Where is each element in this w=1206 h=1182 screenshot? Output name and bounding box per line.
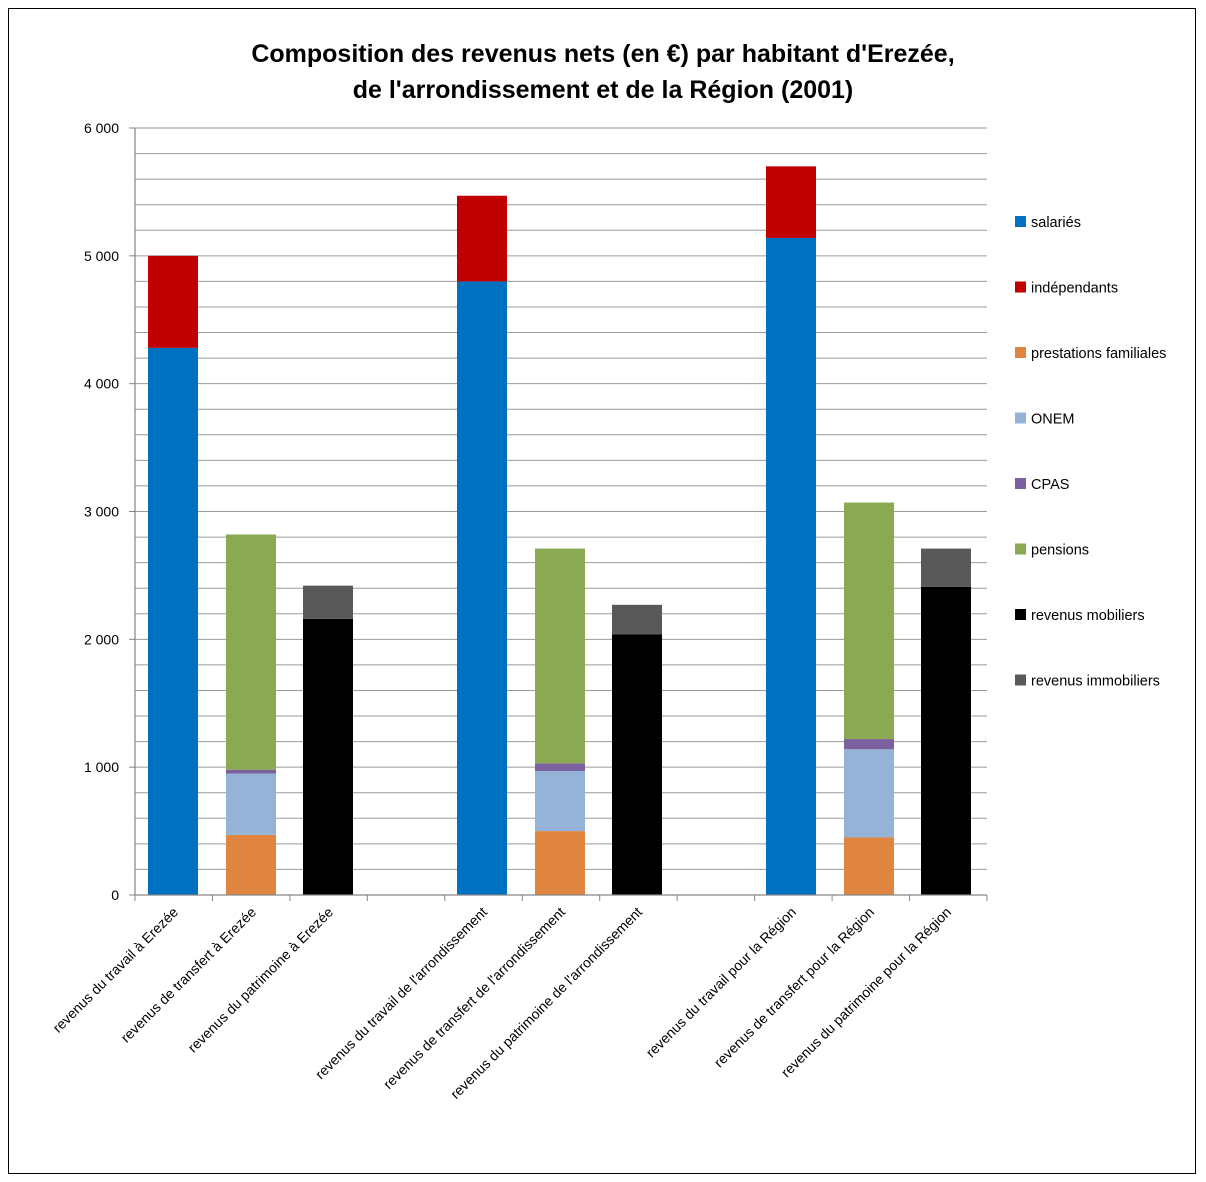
bar-segment-salariés xyxy=(766,237,816,896)
legend-swatch xyxy=(1015,281,1026,293)
bar-segment-pensions xyxy=(226,534,276,770)
legend-item: revenus immobiliers xyxy=(1015,674,1160,690)
bar-segment-prestations-familiales xyxy=(535,831,585,895)
y-tick-label: 3 000 xyxy=(84,504,119,520)
legend-item: CPAS xyxy=(1015,477,1069,493)
y-tick-label: 2 000 xyxy=(84,631,119,647)
bar-segment-revenus-immobiliers xyxy=(921,548,971,587)
legend-item: revenus mobiliers xyxy=(1015,608,1145,624)
legend-item: indépendants xyxy=(1015,281,1118,297)
bar-segment-salariés xyxy=(148,347,198,896)
legend: salariés indépendants prestations familial… xyxy=(1015,215,1166,690)
x-tick-label: revenus du patrimoine à Erezée xyxy=(184,904,336,1056)
legend-item: ONEM xyxy=(1015,412,1075,428)
chart-frame xyxy=(8,8,1196,1174)
y-tick-label: 6 000 xyxy=(84,120,119,136)
legend-swatch xyxy=(1015,674,1026,686)
bar-segment-cpas xyxy=(535,763,585,772)
bars xyxy=(148,166,971,896)
bar-segment-revenus-mobiliers xyxy=(612,634,662,895)
legend-label: revenus mobiliers xyxy=(1031,608,1145,624)
bar-segment-cpas xyxy=(844,739,894,750)
bar-segment-cpas xyxy=(226,769,276,774)
x-tick-label: revenus du travail de l'arrondissement xyxy=(312,904,490,1082)
x-tick-label: revenus de transfert pour la Région xyxy=(711,904,878,1071)
bar-segment-indépendants xyxy=(148,255,198,348)
chart-title-line-1: Composition des revenus nets (en €) par … xyxy=(251,40,955,68)
y-tick-label: 1 000 xyxy=(84,759,119,775)
legend-swatch xyxy=(1015,216,1026,227)
bar-segment-prestations-familiales xyxy=(226,834,276,895)
x-tick-label: revenus du travail pour la Région xyxy=(643,904,800,1061)
bar-segment-onem xyxy=(226,773,276,835)
bar-segment-pensions xyxy=(844,502,894,740)
bar-segment-revenus-mobiliers xyxy=(303,618,353,895)
legend-label: pensions xyxy=(1031,543,1089,559)
legend-item: prestations familiales xyxy=(1015,346,1166,362)
y-tick-labels: 0 1 000 2 000 3 000 4 000 5 000 6 000 xyxy=(84,120,135,903)
y-tick-label: 0 xyxy=(111,887,119,903)
legend-swatch xyxy=(1015,478,1026,489)
legend-swatch xyxy=(1015,412,1026,424)
bar-segment-onem xyxy=(535,771,585,832)
bar-segment-salariés xyxy=(457,281,507,895)
chart-title-line-2: de l'arrondissement et de la Région (200… xyxy=(352,76,854,104)
y-tick-label: 4 000 xyxy=(84,376,119,392)
x-tick-label: revenus du patrimoine pour la Région xyxy=(778,904,954,1080)
bar-segment-indépendants xyxy=(766,166,816,238)
legend-label: CPAS xyxy=(1031,477,1069,493)
legend-label: ONEM xyxy=(1031,412,1075,428)
legend-label: prestations familiales xyxy=(1031,346,1166,362)
legend-label: indépendants xyxy=(1031,281,1118,297)
bar-segment-revenus-immobiliers xyxy=(303,585,353,619)
legend-item: salariés xyxy=(1015,215,1081,231)
legend-item: pensions xyxy=(1015,543,1089,559)
bar-segment-prestations-familiales xyxy=(844,837,894,895)
legend-label: revenus immobiliers xyxy=(1031,674,1160,690)
bar-segment-revenus-immobiliers xyxy=(612,604,662,635)
x-tick-label: revenus du travail à Erezée xyxy=(49,904,181,1036)
bar-segment-revenus-mobiliers xyxy=(921,586,971,895)
y-tick-label: 5 000 xyxy=(84,248,119,264)
bar-segment-pensions xyxy=(535,548,585,764)
legend-swatch xyxy=(1015,543,1026,555)
bar-segment-onem xyxy=(844,749,894,838)
legend-label: salariés xyxy=(1031,215,1081,231)
chart-title: Composition des revenus nets (en €) par … xyxy=(0,36,1206,108)
legend-swatch xyxy=(1015,347,1026,358)
legend-swatch xyxy=(1015,609,1026,620)
x-tick-label: revenus de transfert à Erezée xyxy=(117,904,259,1046)
bar-segment-indépendants xyxy=(457,195,507,282)
